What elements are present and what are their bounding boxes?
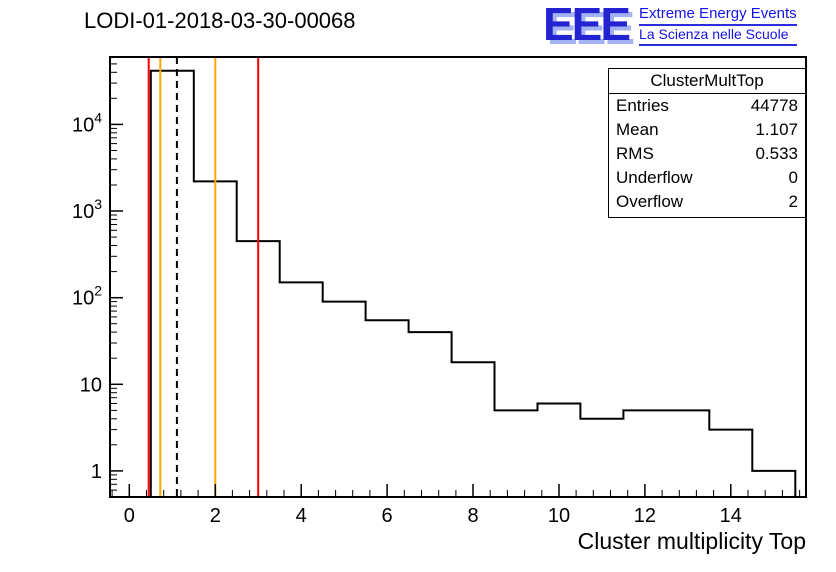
stats-row-underflow: Underflow 0 (609, 166, 805, 190)
eee-logo-letters: EEE (543, 0, 631, 50)
eee-logo-text: Extreme Energy Events La Scienza nelle S… (639, 2, 797, 46)
x-tick-label: 8 (467, 505, 478, 527)
x-tick-label: 14 (720, 505, 742, 527)
x-tick-label: 12 (634, 505, 656, 527)
x-axis-title: Cluster multiplicity Top (578, 528, 806, 554)
y-tick-label: 102 (72, 283, 102, 310)
stats-label-underflow: Underflow (616, 168, 693, 187)
stats-value-underflow: 0 (788, 168, 798, 187)
stats-value-overflow: 2 (788, 192, 798, 211)
stats-row-entries: Entries 44778 (609, 94, 805, 118)
stats-label-mean: Mean (616, 120, 659, 139)
eee-logo-line2: La Scienza nelle Scuole (639, 26, 797, 46)
stats-row-mean: Mean 1.107 (609, 118, 805, 142)
stats-row-rms: RMS 0.533 (609, 142, 805, 166)
histogram-line (110, 69, 806, 498)
stats-box: ClusterMultTop Entries 44778 Mean 1.107 … (608, 68, 806, 218)
y-tick-label: 10 (80, 374, 102, 396)
stats-value-mean: 1.107 (755, 120, 798, 139)
y-tick-label: 103 (72, 196, 102, 223)
x-tick-label: 10 (548, 505, 570, 527)
x-tick-label: 6 (382, 505, 393, 527)
stats-value-entries: 44778 (750, 96, 798, 115)
stats-label-entries: Entries (616, 96, 669, 115)
eee-logo: EEE Extreme Energy Events La Scienza nel… (543, 0, 797, 50)
x-tick-label: 2 (210, 505, 221, 527)
x-tick-label: 0 (124, 505, 135, 527)
stats-row-overflow: Overflow 2 (609, 190, 805, 214)
plot-title: LODI-01-2018-03-30-00068 (84, 8, 356, 33)
stats-title: ClusterMultTop (609, 69, 805, 94)
y-tick-label: 104 (72, 109, 102, 136)
y-tick-label: 1 (91, 461, 102, 483)
stats-label-rms: RMS (616, 144, 654, 163)
plot-frame (109, 56, 807, 498)
x-tick-label: 4 (296, 505, 307, 527)
stats-label-overflow: Overflow (616, 192, 684, 211)
eee-logo-line1: Extreme Energy Events (639, 5, 797, 26)
stats-value-rms: 0.533 (755, 144, 798, 163)
